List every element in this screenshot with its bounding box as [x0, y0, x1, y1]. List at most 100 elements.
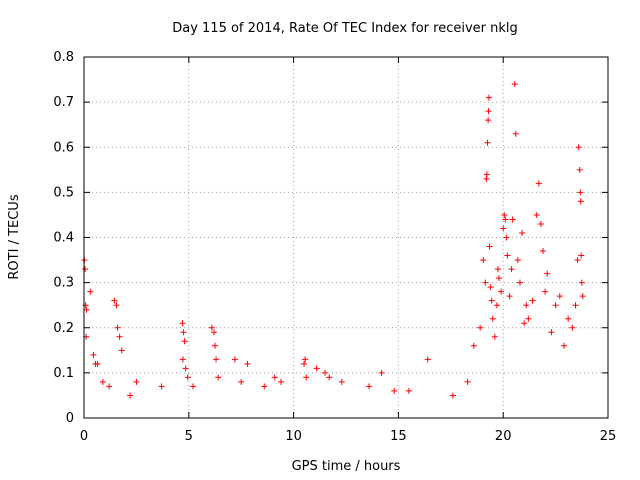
y-tick-label: 0.4: [53, 231, 74, 246]
y-axis-label: ROTI / TECUs: [7, 194, 22, 279]
data-point: [577, 198, 584, 205]
data-point: [514, 257, 521, 264]
data-point: [512, 130, 519, 137]
data-point: [578, 252, 585, 259]
data-point: [569, 324, 576, 331]
data-point: [511, 81, 518, 88]
data-point: [509, 216, 516, 223]
data-point: [493, 302, 500, 309]
data-point: [83, 306, 90, 313]
data-point: [111, 297, 118, 304]
data-point: [212, 342, 218, 349]
data-point: [579, 293, 586, 300]
data-point: [158, 383, 165, 390]
data-point: [231, 356, 238, 363]
data-point: [99, 378, 106, 385]
y-tick-label: 0.5: [53, 185, 74, 200]
data-point: [181, 338, 188, 345]
y-axis-ticks: 0 0.1 0.2 0.3 0.4 0.5 0.6 0.7 0.8: [53, 50, 608, 426]
data-points: [81, 81, 586, 399]
data-point: [508, 266, 515, 273]
data-point: [500, 225, 507, 232]
data-point: [574, 257, 581, 264]
data-point: [189, 383, 196, 390]
data-point: [482, 279, 489, 286]
data-point: [179, 356, 186, 363]
x-tick-label: 15: [390, 429, 407, 444]
data-point: [184, 374, 191, 381]
data-point: [477, 324, 484, 331]
grid-lines: [84, 57, 608, 418]
data-point: [271, 374, 278, 381]
chart-title: Day 115 of 2014, Rate Of TEC Index for r…: [172, 21, 518, 36]
y-tick-label: 0.7: [53, 95, 74, 110]
x-tick-label: 10: [285, 429, 302, 444]
data-point: [501, 211, 508, 218]
y-tick-label: 0.1: [53, 366, 74, 381]
x-tick-label: 5: [185, 429, 193, 444]
x-tick-label: 0: [80, 429, 88, 444]
y-tick-label: 0.2: [53, 321, 74, 336]
data-point: [301, 360, 308, 367]
data-point: [90, 351, 97, 358]
data-point: [506, 293, 513, 300]
data-point: [180, 329, 187, 336]
data-point: [322, 369, 329, 376]
data-point: [424, 356, 431, 363]
data-point: [182, 365, 189, 372]
data-point: [572, 302, 579, 309]
x-axis-label: GPS time / hours: [292, 459, 401, 474]
data-point: [488, 297, 495, 304]
data-point: [106, 383, 113, 390]
data-point: [133, 378, 140, 385]
data-point: [576, 166, 583, 173]
data-point: [261, 383, 268, 390]
data-point: [498, 288, 505, 295]
data-point: [552, 302, 559, 309]
data-point: [127, 392, 134, 399]
data-point: [303, 374, 310, 381]
data-point: [525, 315, 532, 322]
data-point: [496, 275, 503, 282]
data-point: [485, 117, 492, 124]
data-point: [516, 279, 523, 286]
data-point: [565, 315, 572, 322]
data-point: [556, 293, 563, 300]
data-point: [578, 279, 585, 286]
data-point: [470, 342, 477, 349]
data-point: [210, 329, 217, 336]
data-point: [483, 171, 490, 178]
data-point: [449, 392, 456, 399]
data-point: [302, 356, 309, 363]
data-point: [486, 243, 493, 250]
data-point: [484, 139, 491, 146]
y-tick-label: 0.6: [53, 140, 74, 155]
data-point: [535, 180, 542, 187]
data-point: [215, 374, 222, 381]
data-point: [548, 329, 555, 336]
data-point: [118, 347, 125, 354]
data-point: [489, 315, 496, 322]
x-axis-ticks: 0 5 10 15 20 25: [80, 57, 616, 444]
data-point: [537, 220, 544, 227]
data-point: [338, 378, 345, 385]
data-point: [502, 216, 509, 223]
data-point: [113, 302, 120, 309]
data-point: [114, 324, 121, 331]
data-point: [523, 302, 530, 309]
data-point: [87, 288, 94, 295]
data-point: [542, 288, 549, 295]
data-point: [491, 333, 498, 340]
data-point: [577, 189, 584, 196]
data-point: [326, 374, 333, 381]
data-point: [116, 333, 123, 340]
data-point: [519, 229, 526, 236]
x-tick-label: 20: [495, 429, 512, 444]
data-point: [487, 284, 494, 291]
data-point: [313, 365, 320, 372]
data-point: [82, 266, 89, 273]
data-point: [278, 378, 285, 385]
data-point: [405, 387, 412, 394]
data-point: [485, 108, 492, 115]
